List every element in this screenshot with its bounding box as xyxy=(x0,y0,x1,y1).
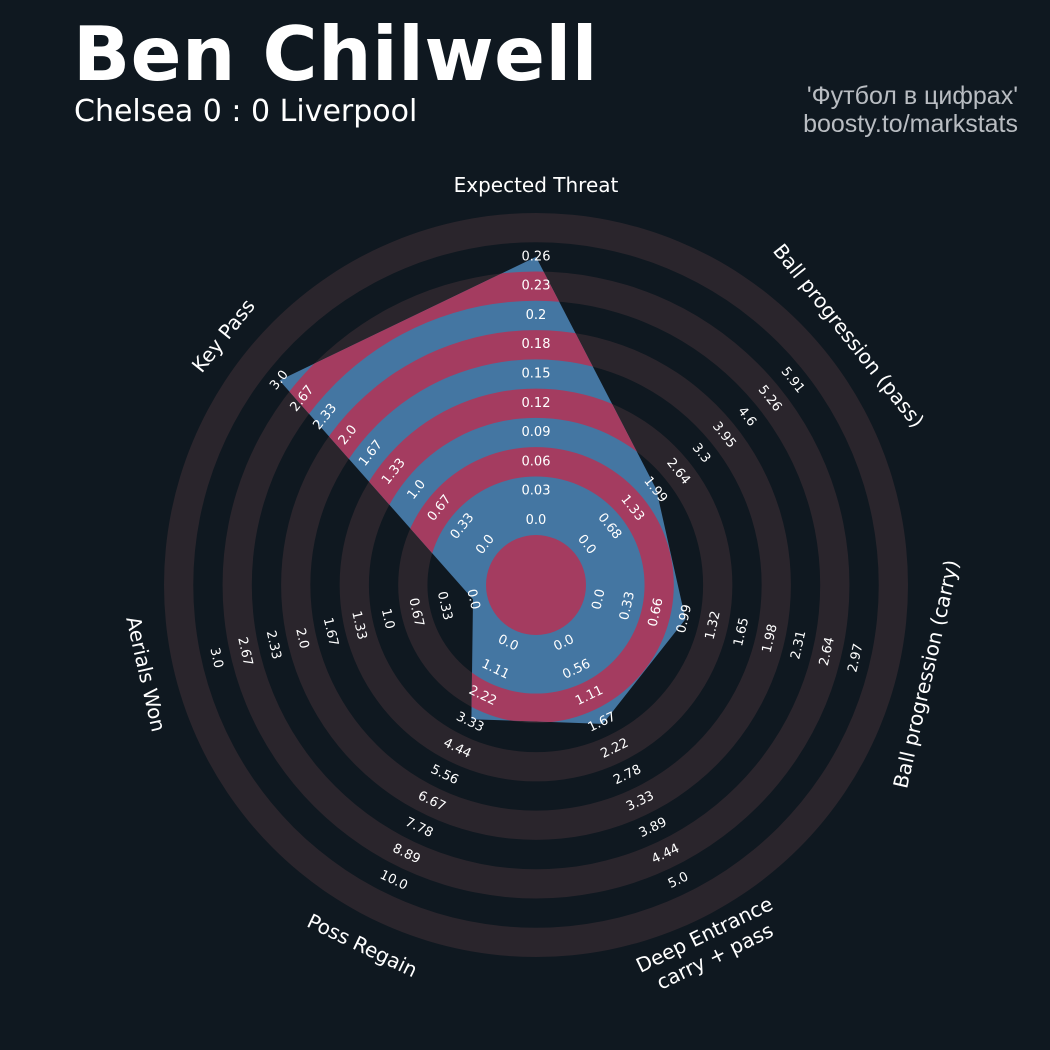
axis-tick-label: 0.66 xyxy=(646,597,667,629)
axis-tick-label: 3.0 xyxy=(206,646,225,670)
axis-tick-label: 0.99 xyxy=(674,603,695,635)
match-subtitle: Chelsea 0 : 0 Liverpool xyxy=(74,94,418,129)
axis-tick-label: 2.97 xyxy=(845,642,866,674)
axis-tick-label: 0.18 xyxy=(522,337,551,352)
player-highlight-rings xyxy=(279,256,686,724)
axis-tick-label: 1.98 xyxy=(760,623,781,655)
axis-tick-label: 5.0 xyxy=(666,869,691,891)
axis-tick-label: 0.23 xyxy=(522,279,551,294)
axis-label: Expected Threat xyxy=(454,173,619,197)
axis-tick-label: 0.26 xyxy=(522,249,551,264)
axis-tick-label: 4.6 xyxy=(734,404,759,430)
axis-tick-label: 0.03 xyxy=(522,484,551,499)
axis-tick-label: 2.67 xyxy=(234,636,255,668)
axis-tick-label: 0.06 xyxy=(522,454,551,469)
axis-tick-label: 1.0 xyxy=(378,607,397,631)
axis-label: Aerials Won xyxy=(121,614,171,734)
axis-tick-label: 0.33 xyxy=(434,590,455,622)
axis-tick-label: 10.0 xyxy=(377,868,410,894)
axis-tick-label: 0.67 xyxy=(405,597,426,629)
axis-tick-label: 1.33 xyxy=(348,610,369,642)
axis-tick-label: 0.09 xyxy=(522,425,551,440)
axis-tick-label: 2.0 xyxy=(292,627,311,651)
axis-tick-label: 0.0 xyxy=(463,588,482,612)
axis-tick-label: 1.65 xyxy=(731,616,752,648)
axis-tick-label: 3.3 xyxy=(689,441,714,467)
axis-tick-label: 0.15 xyxy=(522,367,551,382)
axis-tick-label: 2.31 xyxy=(788,629,809,661)
axis-tick-label: 1.67 xyxy=(320,616,341,648)
axis-tick-label: 0.0 xyxy=(526,513,547,528)
axis-tick-label: 2.64 xyxy=(817,636,838,668)
credit-line-1: 'Футбол в цифрах' xyxy=(806,82,1018,110)
axis-tick-label: 0.12 xyxy=(522,396,551,411)
axis-tick-label: 5.56 xyxy=(428,762,461,788)
credit-line-2: boosty.to/markstats xyxy=(803,110,1018,138)
axis-tick-label: 0.2 xyxy=(526,308,547,323)
axis-tick-label: 0.33 xyxy=(617,590,638,622)
axis-tick-label: 2.78 xyxy=(611,762,644,788)
axis-tick-label: 7.78 xyxy=(403,815,436,841)
axis-tick-label: 1.32 xyxy=(703,610,724,642)
axis-tick-label: 3.89 xyxy=(637,815,670,841)
axis-tick-label: 2.33 xyxy=(263,629,284,661)
axis-tick-label: 0.0 xyxy=(589,588,608,612)
page-title: Ben Chilwell xyxy=(73,10,598,98)
highlight-center xyxy=(486,535,586,635)
